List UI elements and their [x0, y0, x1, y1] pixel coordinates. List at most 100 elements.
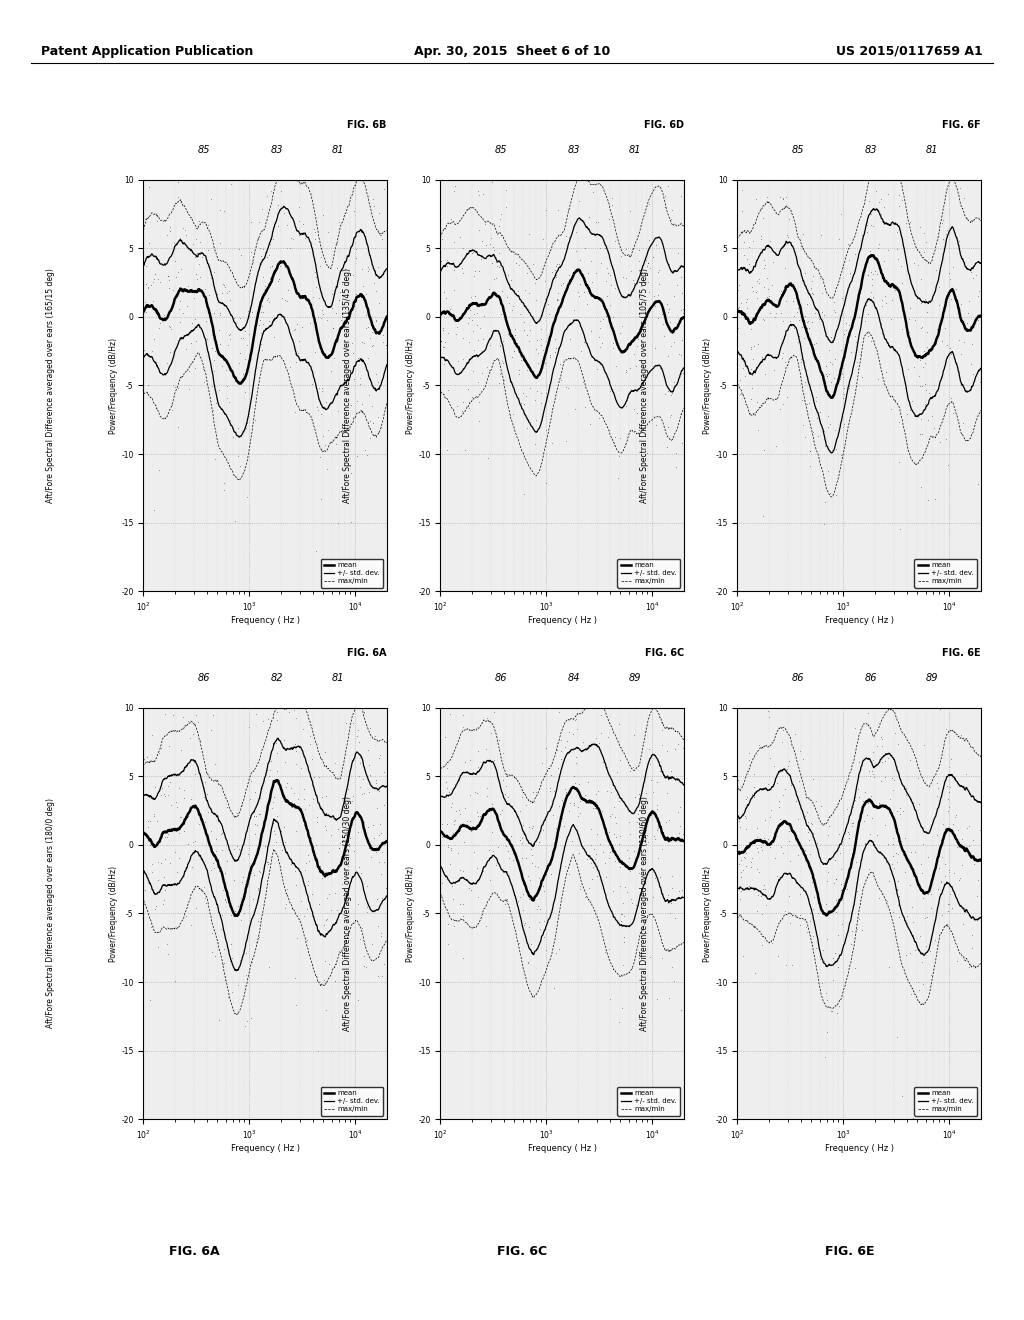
- Legend: mean, +/- std. dev., max/min: mean, +/- std. dev., max/min: [617, 1086, 680, 1115]
- Point: [361, 385, 378, 407]
- Point: [444, 888, 461, 909]
- Point: [902, 942, 919, 964]
- Point: [510, 280, 526, 301]
- Point: [854, 228, 870, 249]
- Point: [165, 375, 181, 396]
- Point: [616, 169, 633, 190]
- Point: [376, 851, 392, 873]
- Point: [305, 767, 322, 788]
- Point: [670, 801, 686, 822]
- Point: [863, 785, 880, 807]
- Point: [446, 909, 463, 931]
- Point: [571, 878, 588, 899]
- Point: [280, 280, 296, 301]
- Point: [442, 209, 459, 230]
- Point: [143, 723, 160, 744]
- Point: [857, 169, 873, 190]
- Point: [439, 255, 456, 276]
- Point: [451, 351, 467, 372]
- Point: [912, 318, 929, 339]
- Point: [834, 288, 850, 309]
- Point: [574, 371, 591, 392]
- Point: [795, 414, 811, 436]
- Point: [161, 269, 177, 290]
- Point: [753, 228, 769, 249]
- Point: [845, 812, 861, 833]
- Point: [570, 190, 587, 211]
- Point: [200, 801, 216, 822]
- Point: [244, 301, 260, 322]
- Point: [932, 698, 948, 719]
- Point: [864, 741, 881, 762]
- Point: [748, 281, 764, 302]
- Point: [620, 840, 636, 861]
- Point: [885, 828, 901, 849]
- Point: [803, 861, 819, 882]
- Point: [240, 301, 256, 322]
- Point: [743, 847, 760, 869]
- Point: [359, 256, 376, 277]
- Point: [216, 479, 232, 500]
- Point: [932, 432, 948, 453]
- Point: [588, 784, 604, 805]
- Point: [161, 735, 177, 756]
- Point: [926, 374, 942, 395]
- Point: [925, 920, 941, 941]
- Point: [608, 912, 625, 933]
- Point: [764, 830, 780, 851]
- Point: [493, 203, 509, 224]
- Point: [852, 343, 868, 364]
- Point: [141, 232, 158, 253]
- Point: [943, 748, 959, 770]
- Point: [141, 834, 158, 855]
- Point: [939, 913, 955, 935]
- Point: [479, 356, 496, 378]
- X-axis label: Frequency ( Hz ): Frequency ( Hz ): [527, 616, 597, 626]
- Point: [467, 697, 483, 718]
- Point: [857, 310, 873, 331]
- Point: [334, 873, 350, 894]
- Point: [302, 313, 318, 334]
- Point: [813, 795, 829, 816]
- Point: [460, 810, 476, 832]
- Point: [522, 378, 539, 399]
- Point: [610, 169, 627, 190]
- Point: [336, 894, 352, 915]
- Point: [571, 875, 588, 896]
- Text: 86: 86: [792, 673, 805, 682]
- Point: [758, 895, 774, 916]
- Point: [617, 362, 634, 383]
- Point: [865, 750, 882, 771]
- Point: [601, 209, 617, 230]
- Point: [446, 259, 463, 280]
- Point: [355, 783, 372, 804]
- Point: [217, 276, 233, 297]
- Point: [286, 700, 302, 721]
- Point: [471, 317, 487, 338]
- Point: [251, 836, 267, 857]
- Point: [863, 808, 880, 829]
- Point: [176, 787, 193, 808]
- Point: [781, 209, 798, 230]
- Point: [801, 318, 817, 339]
- Point: [217, 892, 233, 913]
- Point: [364, 335, 380, 356]
- Point: [521, 888, 538, 909]
- Text: 83: 83: [865, 145, 878, 154]
- Point: [805, 925, 821, 946]
- Point: [823, 1001, 840, 1022]
- Point: [920, 847, 936, 869]
- Point: [440, 834, 457, 855]
- Point: [970, 310, 986, 331]
- Point: [239, 417, 255, 438]
- Point: [954, 413, 971, 434]
- Point: [208, 392, 224, 413]
- Point: [440, 322, 457, 343]
- Point: [162, 697, 178, 718]
- Point: [970, 474, 986, 495]
- Point: [856, 781, 872, 803]
- Point: [208, 828, 224, 849]
- Point: [355, 768, 372, 789]
- Point: [505, 403, 521, 424]
- Point: [548, 338, 564, 359]
